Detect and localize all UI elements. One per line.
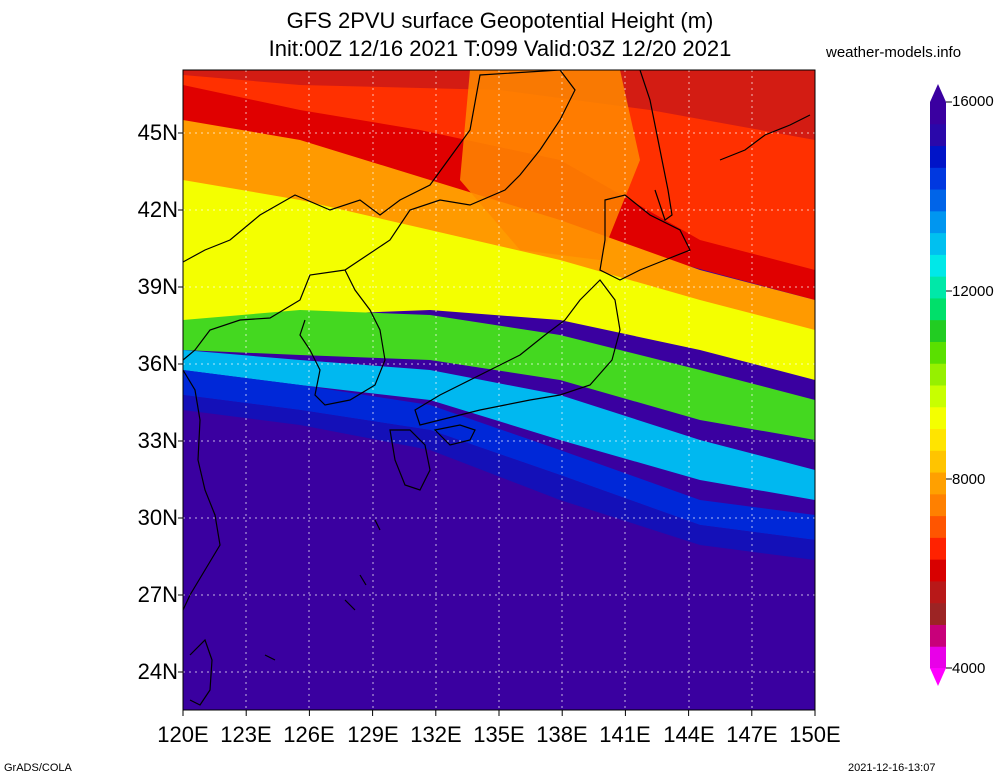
lat-label: 24N bbox=[137, 659, 178, 684]
colorbar-swatch bbox=[930, 646, 946, 669]
colorbar-swatch bbox=[930, 428, 946, 451]
colorbar-swatch bbox=[930, 602, 946, 625]
lon-label: 147E bbox=[726, 722, 778, 747]
colorbar-swatch bbox=[930, 232, 946, 255]
colorbar-swatch bbox=[930, 297, 946, 321]
colorbar-swatch bbox=[930, 450, 946, 473]
chart-title-line2: Init:00Z 12/16 2021 T:099 Valid:03Z 12/2… bbox=[268, 36, 732, 61]
lat-label: 33N bbox=[137, 428, 178, 453]
coastlines bbox=[183, 70, 811, 706]
lat-label: 30N bbox=[137, 505, 178, 530]
colorbar-swatch bbox=[930, 537, 946, 560]
colorbar bbox=[930, 84, 946, 686]
colorbar-label: 16000 bbox=[952, 93, 994, 110]
colorbar-max-triangle bbox=[930, 84, 946, 102]
colorbar-swatch bbox=[930, 210, 946, 234]
colorbar-ticks bbox=[946, 101, 952, 669]
axis-ticks bbox=[178, 132, 816, 716]
lon-label: 138E bbox=[536, 722, 588, 747]
lon-label: 129E bbox=[347, 722, 399, 747]
footer-left: GrADS/COLA bbox=[4, 762, 72, 774]
colorbar-label: 4000 bbox=[952, 660, 986, 677]
colorbar-swatch bbox=[930, 624, 946, 647]
colorbar-label: 12000 bbox=[952, 283, 994, 300]
colorbar-swatch bbox=[930, 559, 946, 582]
colorbar-swatch bbox=[930, 102, 946, 125]
chart-title-line1: GFS 2PVU surface Geopotential Height (m) bbox=[286, 8, 714, 33]
lon-label: 141E bbox=[599, 722, 651, 747]
lon-label: 150E bbox=[789, 722, 841, 747]
colorbar-swatch bbox=[930, 254, 946, 277]
colorbar-swatch bbox=[930, 145, 946, 168]
lat-label: 42N bbox=[137, 197, 178, 222]
colorbar-swatch bbox=[930, 515, 946, 538]
colorbar-swatch bbox=[930, 493, 946, 517]
lon-label: 126E bbox=[283, 722, 335, 747]
colorbar-swatch bbox=[930, 341, 946, 364]
colorbar-swatch bbox=[930, 189, 946, 212]
colorbar-swatch bbox=[930, 580, 946, 604]
lat-label: 27N bbox=[137, 582, 178, 607]
colorbar-swatch bbox=[930, 319, 946, 342]
colorbar-label: 8000 bbox=[952, 471, 986, 488]
colorbar-swatch bbox=[930, 472, 946, 495]
lon-label: 120E bbox=[157, 722, 209, 747]
footer-right: 2021-12-16-13:07 bbox=[848, 762, 936, 774]
gridlines bbox=[183, 70, 815, 710]
colorbar-swatch bbox=[930, 123, 946, 147]
lat-label: 39N bbox=[137, 274, 178, 299]
colorbar-swatch bbox=[930, 406, 946, 430]
lat-label: 36N bbox=[137, 351, 178, 376]
colorbar-swatch bbox=[930, 385, 946, 408]
lon-label: 132E bbox=[410, 722, 462, 747]
lon-label: 144E bbox=[663, 722, 715, 747]
lon-label: 135E bbox=[473, 722, 525, 747]
site-label[interactable]: weather-models.info bbox=[826, 44, 962, 61]
colorbar-swatch bbox=[930, 363, 946, 386]
lon-label: 123E bbox=[220, 722, 272, 747]
colorbar-swatch bbox=[930, 167, 946, 190]
colorbar-swatch bbox=[930, 276, 946, 299]
lat-label: 45N bbox=[137, 120, 178, 145]
colorbar-min-triangle bbox=[930, 668, 946, 686]
